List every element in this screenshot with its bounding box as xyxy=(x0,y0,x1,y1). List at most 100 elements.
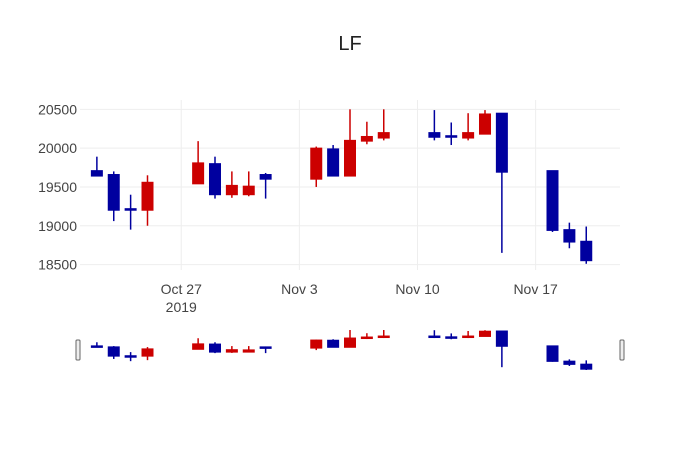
slider-candle-body xyxy=(310,339,323,349)
candle-body xyxy=(495,112,508,173)
slider-candle xyxy=(580,360,593,370)
chart-title: LF xyxy=(338,33,361,55)
slider-candle xyxy=(209,342,221,354)
slider-candle xyxy=(428,330,441,339)
range-slider-right-handle[interactable] xyxy=(619,339,625,361)
candle-body xyxy=(479,113,491,135)
x-tick-label: Nov 17 xyxy=(513,281,558,297)
slider-candle-body xyxy=(360,336,373,340)
candle xyxy=(192,141,205,185)
candles xyxy=(90,109,593,264)
slider-candle xyxy=(462,331,475,339)
candle xyxy=(259,172,272,199)
y-tick-label: 20500 xyxy=(38,101,77,117)
candle xyxy=(580,226,593,264)
slider-candle xyxy=(479,330,491,337)
candle xyxy=(445,122,458,146)
candle xyxy=(377,109,390,141)
range-slider-left-handle[interactable] xyxy=(75,339,81,361)
y-axis: 18500 19000 19500 20000 20500 xyxy=(38,101,77,272)
candle-body xyxy=(580,240,593,262)
y-tick-label: 19500 xyxy=(38,179,77,195)
candle xyxy=(495,112,508,253)
slider-candle-body xyxy=(479,330,491,337)
candle xyxy=(107,171,120,222)
slider-candle xyxy=(242,346,255,353)
range-slider[interactable] xyxy=(75,330,625,370)
candle xyxy=(141,175,154,226)
slider-candle xyxy=(259,346,272,354)
slider-candle-body xyxy=(377,335,390,339)
x-tick-sublabel: 2019 xyxy=(166,299,197,315)
candle-body xyxy=(107,174,120,211)
candle-body xyxy=(344,139,356,177)
candle xyxy=(209,156,221,199)
candle-body xyxy=(546,170,559,231)
slider-candle-body xyxy=(124,355,137,358)
slider-candle-body xyxy=(563,360,576,365)
candle xyxy=(428,110,441,141)
candle xyxy=(327,145,340,177)
slider-candle xyxy=(225,346,238,353)
slider-candle-body xyxy=(209,343,221,353)
slider-candle xyxy=(90,342,103,348)
slider-candle xyxy=(563,359,576,366)
candle-body xyxy=(259,174,272,180)
candle-body xyxy=(124,208,137,211)
slider-candle xyxy=(124,352,137,362)
slider-candle-body xyxy=(462,335,475,339)
slider-candle-body xyxy=(495,330,508,347)
candle-body xyxy=(360,135,373,142)
slider-candle-body xyxy=(192,343,205,350)
candle-body xyxy=(445,135,458,138)
slider-candle xyxy=(192,338,205,350)
slider-candle-body xyxy=(428,335,441,339)
candle-body xyxy=(377,132,390,139)
candle-body xyxy=(225,184,238,196)
slider-candle-body xyxy=(580,363,593,370)
y-tick-label: 19000 xyxy=(38,218,77,234)
slider-candle-body xyxy=(259,346,272,349)
candle xyxy=(479,110,491,135)
candle-body xyxy=(327,148,340,177)
slider-candle xyxy=(310,339,323,351)
candle-body xyxy=(563,229,576,243)
slider-candle-body xyxy=(327,339,340,348)
slider-candle-body xyxy=(242,349,255,353)
candle xyxy=(360,121,373,145)
y-tick-label: 18500 xyxy=(38,257,77,273)
candle-body xyxy=(242,185,255,196)
candle xyxy=(225,171,238,198)
slider-candle-body xyxy=(141,348,154,357)
slider-candle-body xyxy=(445,336,458,339)
candle xyxy=(546,170,559,232)
slider-candle xyxy=(141,347,154,361)
candle xyxy=(310,146,323,187)
x-axis: Oct 27 2019 Nov 3 Nov 10 Nov 17 xyxy=(161,281,558,315)
candle xyxy=(462,113,475,141)
slider-candle xyxy=(445,333,458,340)
y-tick-label: 20000 xyxy=(38,140,77,156)
slider-candle xyxy=(344,330,356,348)
candle xyxy=(242,171,255,197)
x-tick-label: Oct 27 xyxy=(161,281,202,297)
x-tick-label: Nov 3 xyxy=(281,281,318,297)
candle xyxy=(124,194,137,230)
candle-body xyxy=(192,162,205,185)
slider-candle xyxy=(546,345,559,362)
slider-candle xyxy=(327,339,340,348)
candle-body xyxy=(428,132,441,138)
slider-candle-body xyxy=(546,345,559,362)
candle-body xyxy=(90,170,103,177)
slider-candle xyxy=(495,330,508,368)
slider-candle-body xyxy=(107,346,120,357)
slider-candle xyxy=(377,330,390,339)
slider-candle-body xyxy=(225,349,238,353)
candle xyxy=(90,156,103,177)
candle-body xyxy=(462,132,475,139)
slider-candle xyxy=(107,346,120,359)
candle-body xyxy=(209,163,221,196)
candle-body xyxy=(141,181,154,211)
